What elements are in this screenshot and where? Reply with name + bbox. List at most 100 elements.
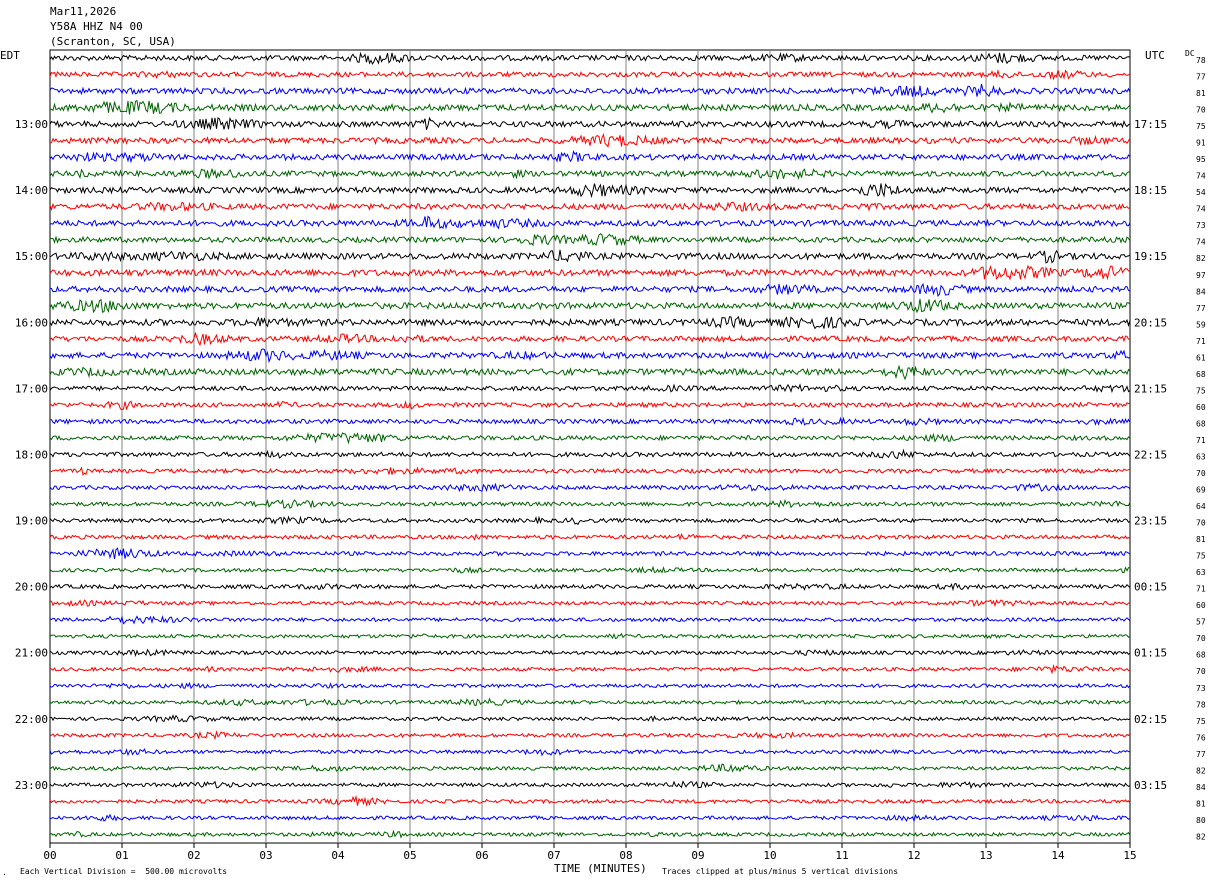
- left-hour-label: 23:00: [15, 779, 48, 792]
- dc-offset-label: 68: [1196, 419, 1206, 428]
- right-hour-label: 03:15: [1134, 779, 1167, 792]
- dc-offset-label: 74: [1196, 238, 1206, 247]
- dc-offset-label: 70: [1196, 469, 1206, 478]
- x-axis: 00 01 02 03 04 05 06 07 08 09 10 11 12 13 14 15: [43, 843, 1137, 862]
- trace-line: [49, 416, 1131, 427]
- trace-line: [49, 648, 1131, 658]
- right-hour-label: 22:15: [1134, 448, 1167, 461]
- clip-note: Traces clipped at plus/minus 5 vertical …: [662, 867, 899, 876]
- dc-offset-label: 60: [1196, 601, 1206, 610]
- dc-offset-label: 75: [1196, 717, 1206, 726]
- trace-line: [49, 315, 1131, 330]
- trace-line: [49, 99, 1131, 115]
- trace-line: [49, 582, 1131, 592]
- x-tick-label: 04: [331, 849, 345, 862]
- trace-line: [49, 448, 1131, 460]
- trace-line: [49, 515, 1131, 526]
- dc-offset-label: 81: [1196, 799, 1206, 808]
- x-tick-label: 09: [691, 849, 704, 862]
- left-timezone-label: EDT: [0, 49, 20, 62]
- right-hour-label: 02:15: [1134, 713, 1167, 726]
- dc-offset-label: 57: [1196, 618, 1206, 627]
- trace-line: [49, 168, 1131, 180]
- trace-line: [49, 383, 1131, 394]
- dc-offset-label: 71: [1196, 585, 1206, 594]
- dc-offset-label: 78: [1196, 56, 1206, 65]
- left-hour-label: 17:00: [15, 382, 48, 395]
- dc-offset-label: 95: [1196, 155, 1206, 164]
- dc-offset-label: 80: [1196, 816, 1206, 825]
- x-tick-label: 11: [835, 849, 848, 862]
- left-hour-label: 20:00: [15, 581, 48, 594]
- dc-offset-label: 70: [1196, 519, 1206, 528]
- x-tick-label: 06: [475, 849, 488, 862]
- x-tick-label: 02: [187, 849, 200, 862]
- dc-offset-label: 97: [1196, 271, 1206, 280]
- x-tick-label: 15: [1123, 849, 1136, 862]
- dc-offset-label: 69: [1196, 486, 1206, 495]
- plot-date: Mar11,2026: [50, 5, 117, 18]
- x-tick-label: 08: [619, 849, 632, 862]
- dc-offset-label: 71: [1196, 436, 1206, 445]
- dc-column-label: DC: [1185, 49, 1195, 58]
- trace-line: [49, 794, 1131, 807]
- dc-offset-label: 78: [1196, 700, 1206, 709]
- dc-offset-label: 81: [1196, 89, 1206, 98]
- trace-line: [49, 547, 1131, 560]
- dc-offset-label: 84: [1196, 287, 1206, 296]
- trace-line: [49, 249, 1131, 264]
- trace-line: [49, 663, 1131, 675]
- trace-line: [49, 714, 1131, 724]
- trace-line: [49, 431, 1131, 445]
- scale-note: Each Vertical Division = 500.00 microvol…: [20, 867, 228, 876]
- dc-offset-label: 70: [1196, 634, 1206, 643]
- dc-offset-label: 63: [1196, 452, 1206, 461]
- left-hour-label: 21:00: [15, 647, 48, 660]
- left-hour-label: 13:00: [15, 118, 48, 131]
- left-hour-label: 14:00: [15, 184, 48, 197]
- left-hour-label: 19:00: [15, 515, 48, 528]
- x-tick-label: 03: [259, 849, 272, 862]
- x-tick-label: 01: [115, 849, 128, 862]
- x-tick-label: 07: [547, 849, 560, 862]
- trace-line: [49, 829, 1131, 839]
- dc-offset-label: 60: [1196, 403, 1206, 412]
- plot-frame: [49, 49, 1131, 844]
- x-tick-label: 10: [763, 849, 776, 862]
- trace-line: [49, 201, 1131, 213]
- corner-mark: .: [2, 868, 7, 877]
- dc-offset-label: 74: [1196, 172, 1206, 181]
- dc-offset-label: 64: [1196, 502, 1206, 511]
- x-tick-label: 05: [403, 849, 416, 862]
- right-hour-label: 21:15: [1134, 382, 1167, 395]
- right-hour-label: 01:15: [1134, 647, 1167, 660]
- x-tick-label: 12: [907, 849, 920, 862]
- trace-line: [49, 466, 1131, 476]
- station-location: (Scranton, SC, USA): [50, 35, 176, 48]
- right-hour-label: 23:15: [1134, 515, 1167, 528]
- dc-offset-label: 59: [1196, 320, 1206, 329]
- right-timezone-label: UTC: [1145, 49, 1165, 62]
- dc-offset-label: 76: [1196, 733, 1206, 742]
- dc-offset-label: 84: [1196, 783, 1206, 792]
- plot-grid: [49, 49, 1131, 844]
- dc-offset-label: 63: [1196, 568, 1206, 577]
- left-hour-label: 18:00: [15, 448, 48, 461]
- trace-line: [49, 51, 1131, 65]
- dc-offset-label: 54: [1196, 188, 1206, 197]
- trace-line: [49, 364, 1131, 381]
- dc-offset-label: 74: [1196, 205, 1206, 214]
- trace-line: [49, 615, 1131, 625]
- dc-offset-label: 77: [1196, 304, 1206, 313]
- dc-offset-label: 73: [1196, 684, 1206, 693]
- trace-line: [49, 729, 1131, 741]
- dc-offset-label: 77: [1196, 73, 1206, 82]
- left-hour-label: 15:00: [15, 250, 48, 263]
- left-hour-label: 16:00: [15, 316, 48, 329]
- dc-offset-label: 91: [1196, 139, 1206, 148]
- right-hour-label: 20:15: [1134, 316, 1167, 329]
- trace-line: [49, 813, 1131, 823]
- station-code: Y58A HHZ N4 00: [50, 20, 143, 33]
- dc-offset-label: 75: [1196, 386, 1206, 395]
